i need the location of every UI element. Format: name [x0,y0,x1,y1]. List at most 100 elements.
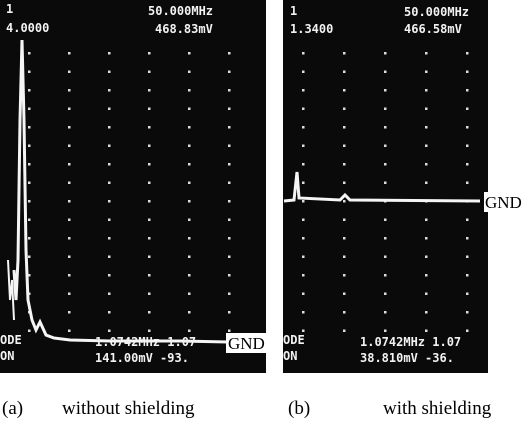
grid-dot [384,52,387,55]
grid-dot [108,200,111,203]
grid-dot [302,293,305,296]
grid-dot [228,200,231,203]
grid-dot [302,274,305,277]
grid-dot [68,219,71,222]
grid-dot [343,126,346,129]
caption: with shielding [383,398,492,419]
grid-dot [108,256,111,259]
grid-dot [228,274,231,277]
grid-dot [343,274,346,277]
grid-dot [108,330,111,333]
grid-dot [108,237,111,240]
grid-dot [188,89,191,92]
grid-dot [302,52,305,55]
screen-a [0,0,266,373]
grid-dot [68,126,71,129]
mode: ODE [0,333,22,347]
grid-dot [425,293,428,296]
grid-dot [228,89,231,92]
level: 466.58mV [404,22,462,36]
grid-dot [228,256,231,259]
grid-dot [302,256,305,259]
level: 468.83mV [155,22,213,36]
grid-dot [148,126,151,129]
grid-dot [384,126,387,129]
grid-dot [466,274,469,277]
grid-dot [148,219,151,222]
grid-dot [425,89,428,92]
grid-dot [28,256,31,259]
grid-dot [108,108,111,111]
bottom-level: 38.810mV -36. [360,351,454,365]
grid-dot [188,71,191,74]
mode: ON [283,349,297,363]
grid-dot [228,71,231,74]
grid-dot [68,108,71,111]
grid-dot [188,200,191,203]
grid-dot [425,237,428,240]
grid-dot [343,145,346,148]
grid-dot [68,71,71,74]
grid-dot [384,145,387,148]
grid-dot [28,126,31,129]
grid-dot [228,108,231,111]
grid-dot [68,237,71,240]
grid-dot [68,200,71,203]
grid-dot [466,330,469,333]
grid-dot [343,71,346,74]
grid-dot [28,237,31,240]
grid-dot [108,219,111,222]
grid-dot [302,163,305,166]
grid-dot [68,52,71,55]
grid-dot [228,219,231,222]
frequency: 50.000MHz [404,5,469,19]
mode: ODE [283,333,305,347]
screen-b [283,0,488,373]
grid-dot [466,52,469,55]
grid-dot [188,126,191,129]
grid-dot [108,145,111,148]
grid-dot [188,237,191,240]
trace-label: GND [485,193,522,212]
grid-dot [228,126,231,129]
grid-dot [28,89,31,92]
grid-dot [228,293,231,296]
grid-dot [302,237,305,240]
grid-dot [384,71,387,74]
grid-dot [466,108,469,111]
grid-dot [28,200,31,203]
grid-dot [343,256,346,259]
grid-dot [425,71,428,74]
grid-dot [425,52,428,55]
grid-dot [466,71,469,74]
grid-dot [425,311,428,314]
grid-dot [148,274,151,277]
marker-value: 4.0000 [6,21,49,35]
mode: ON [0,349,14,363]
grid-dot [188,52,191,55]
grid-dot [68,145,71,148]
bottom-frequency: 1.0742MHz 1.07 [95,335,196,349]
grid-dot [343,89,346,92]
grid-dot [425,219,428,222]
grid-dot [302,219,305,222]
caption-index: (b) [288,398,310,419]
grid-dot [425,330,428,333]
grid-dot [466,145,469,148]
grid-dot [148,311,151,314]
grid-dot [188,163,191,166]
grid-dot [384,237,387,240]
grid-dot [384,330,387,333]
grid-dot [188,145,191,148]
grid-dot [148,108,151,111]
grid-dot [466,237,469,240]
grid-dot [302,182,305,185]
grid-dot [302,89,305,92]
grid-dot [425,256,428,259]
grid-dot [188,108,191,111]
grid-dot [148,330,151,333]
grid-dot [466,293,469,296]
grid-dot [228,330,231,333]
grid-dot [28,52,31,55]
grid-dot [466,311,469,314]
